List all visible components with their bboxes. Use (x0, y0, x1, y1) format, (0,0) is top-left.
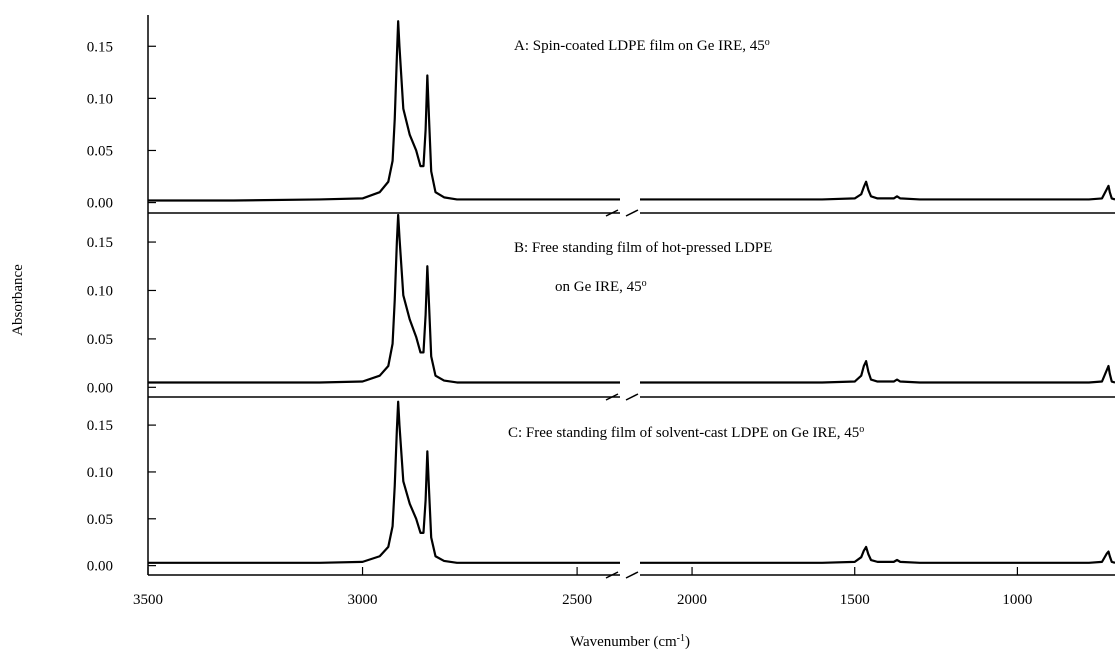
spectrum-line (148, 20, 1115, 202)
y-tick-label: 0.05 (87, 332, 113, 348)
y-tick-label: 0.15 (87, 418, 113, 434)
axis-break (605, 393, 619, 401)
x-tick-label: 3500 (133, 592, 163, 608)
x-tick-label: 2500 (562, 592, 592, 608)
x-tick-label: 1000 (1002, 592, 1032, 608)
annotation-sup: o (859, 424, 864, 435)
annotation: C: Free standing film of solvent-cast LD… (508, 424, 864, 442)
annotation: B: Free standing film of hot-pressed LDP… (514, 240, 772, 256)
y-tick-label: 0.10 (87, 283, 113, 299)
annotation-text: B: Free standing film of hot-pressed LDP… (514, 240, 772, 256)
annotation-text: C: Free standing film of solvent-cast LD… (508, 425, 859, 441)
axis-break (625, 393, 639, 401)
y-tick-label: 0.15 (87, 235, 113, 251)
x-tick-label: 1500 (840, 592, 870, 608)
axis-break (605, 571, 619, 579)
x-axis-label: Wavenumber (cm-1) (570, 633, 690, 651)
y-tick-label: 0.00 (87, 559, 113, 575)
annotation: on Ge IRE, 45o (555, 278, 647, 296)
annotation-text: A: Spin-coated LDPE film on Ge IRE, 45 (514, 38, 765, 54)
x-axis-label-sup: -1 (677, 633, 685, 644)
spectrum-line (148, 213, 1115, 384)
x-tick-label: 2000 (677, 592, 707, 608)
y-tick-label: 0.05 (87, 512, 113, 528)
axis-break (625, 209, 639, 217)
x-tick-label: 3000 (348, 592, 378, 608)
annotation-sup: o (765, 37, 770, 48)
y-tick-label: 0.10 (87, 465, 113, 481)
spectrum-line (148, 400, 1115, 564)
y-tick-label: 0.00 (87, 380, 113, 396)
x-axis-label-text: Wavenumber (cm (570, 634, 677, 650)
annotation-text: on Ge IRE, 45 (555, 279, 642, 295)
y-tick-label: 0.10 (87, 91, 113, 107)
y-tick-label: 0.15 (87, 39, 113, 55)
axis-break (625, 571, 639, 579)
axis-break (605, 209, 619, 217)
y-axis-label: Absorbance (10, 264, 26, 336)
y-tick-label: 0.05 (87, 143, 113, 159)
y-tick-label: 0.00 (87, 196, 113, 212)
annotation: A: Spin-coated LDPE film on Ge IRE, 45o (514, 37, 770, 55)
annotation-sup: o (642, 278, 647, 289)
x-axis-label-tail: ) (685, 634, 690, 650)
